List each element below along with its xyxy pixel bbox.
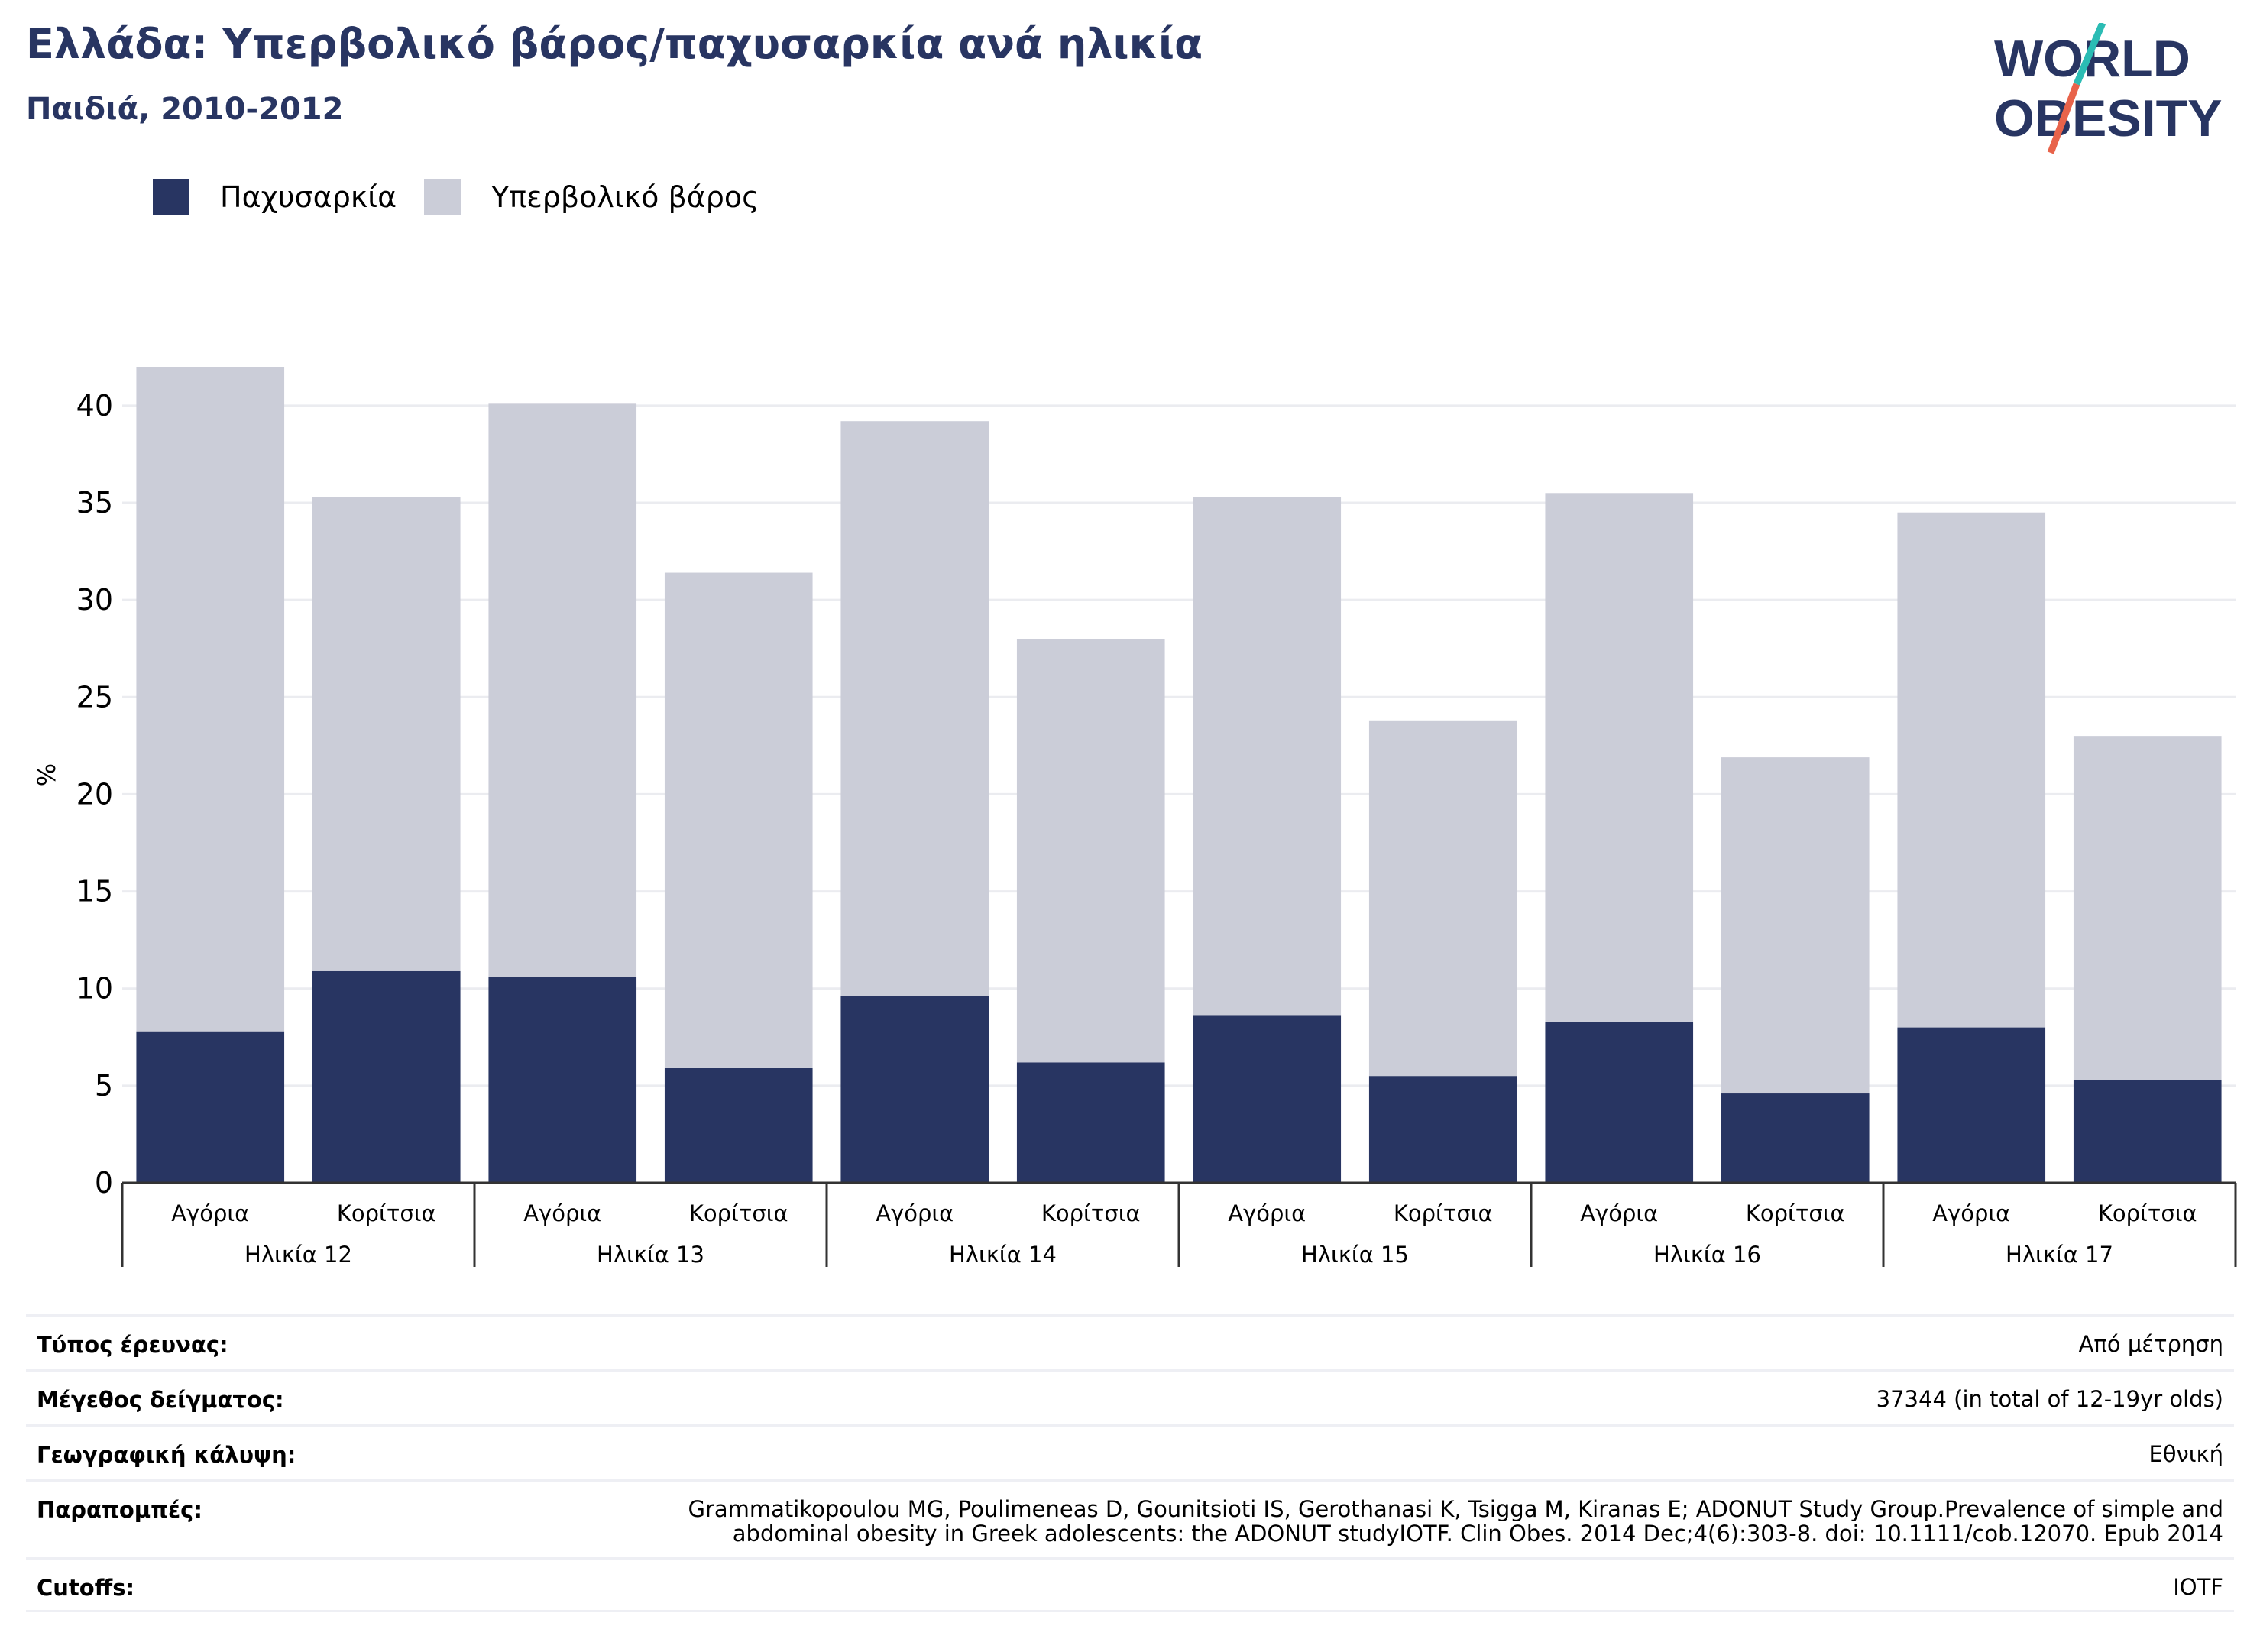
meta-label: Τύπος έρευνας: xyxy=(37,1332,228,1358)
bar-obesity xyxy=(1016,1062,1165,1183)
bar-obesity xyxy=(312,970,461,1183)
bar-obesity xyxy=(840,996,989,1183)
meta-row-sample-size: Μέγεθος δείγματος: 37344 (in total of 12… xyxy=(26,1369,2234,1424)
chart-subtitle: Παιδιά, 2010-2012 xyxy=(26,92,344,127)
bar-overweight xyxy=(312,497,461,971)
y-tick-label: 30 xyxy=(76,583,113,617)
chart-title: Ελλάδα: Υπερβολικό βάρος/παχυσαρκία ανά … xyxy=(26,20,1203,68)
metadata-table: Τύπος έρευνας: Από μέτρηση Μέγεθος δείγμ… xyxy=(26,1314,2234,1612)
x-tick-label: Κορίτσια xyxy=(337,1200,436,1226)
y-axis-label: % xyxy=(32,763,61,786)
bar-overweight xyxy=(1897,512,2046,1028)
x-tick-label: Αγόρια xyxy=(171,1200,249,1226)
x-tick-label: Αγόρια xyxy=(1228,1200,1306,1226)
y-tick-label: 20 xyxy=(76,777,113,811)
bar-overweight xyxy=(488,403,637,977)
bar-obesity xyxy=(1721,1093,1870,1183)
logo-text-obesity: OBESITY xyxy=(1994,89,2223,147)
group-label: Ηλικία 13 xyxy=(597,1242,704,1268)
x-tick-label: Αγόρια xyxy=(876,1200,954,1226)
x-tick-label: Κορίτσια xyxy=(689,1200,788,1226)
y-tick-label: 5 xyxy=(95,1069,113,1103)
bar-obesity xyxy=(488,977,637,1183)
bar-obesity xyxy=(664,1067,813,1183)
legend-item-obesity: Παχυσαρκία xyxy=(153,179,397,215)
bar-overweight xyxy=(1368,720,1517,1077)
meta-label: Γεωγραφική κάλυψη: xyxy=(37,1442,296,1468)
bar-obesity xyxy=(1193,1015,1342,1183)
legend-label-obesity: Παχυσαρκία xyxy=(220,180,397,214)
meta-value: IOTF xyxy=(2173,1574,2223,1600)
stacked-bar-chart: 0 5 10 15 20 25 30 35 40% Αγόρια Κορίτσια Αγόρια Κορ… xyxy=(32,367,2237,1268)
legend-label-overweight: Υπερβολικό βάρος xyxy=(491,180,759,214)
meta-row-survey-type: Τύπος έρευνας: Από μέτρηση xyxy=(26,1314,2234,1369)
bar-obesity xyxy=(2073,1080,2222,1183)
bar-obesity xyxy=(1545,1021,1694,1183)
meta-value: Grammatikopoulou MG, Poulimeneas D, Goun… xyxy=(688,1496,2224,1547)
meta-label: Cutoffs: xyxy=(37,1575,135,1601)
legend: Παχυσαρκία Υπερβολικό βάρος xyxy=(153,176,786,219)
world-obesity-logo: WORLD OBESITY xyxy=(1994,23,2223,154)
bar-overweight xyxy=(840,421,989,996)
x-tick-label: Κορίτσια xyxy=(1394,1200,1493,1226)
x-tick-label: Κορίτσια xyxy=(1746,1200,1845,1226)
meta-value: 37344 (in total of 12-19yr olds) xyxy=(1876,1386,2223,1412)
meta-value: Από μέτρηση xyxy=(2078,1331,2223,1357)
legend-swatch-obesity xyxy=(153,179,189,215)
y-tick-label: 0 xyxy=(95,1166,113,1200)
group-label: Ηλικία 12 xyxy=(244,1242,352,1268)
y-tick-label: 25 xyxy=(76,680,113,714)
bar-overweight xyxy=(2073,736,2222,1080)
bar-overweight xyxy=(1016,639,1165,1063)
logo-slash-coral xyxy=(2047,83,2080,154)
meta-row-cutoffs: Cutoffs: IOTF xyxy=(26,1557,2234,1612)
group-label: Ηλικία 15 xyxy=(1301,1242,1409,1268)
bar-overweight xyxy=(1193,497,1342,1016)
meta-row-coverage: Γεωγραφική κάλυψη: Εθνική xyxy=(26,1424,2234,1479)
bar-obesity xyxy=(1368,1076,1517,1183)
logo-slash-teal xyxy=(2073,23,2106,86)
bar-overweight xyxy=(664,572,813,1068)
bar-obesity xyxy=(136,1031,285,1183)
x-tick-label: Αγόρια xyxy=(1932,1200,2010,1226)
bar-overweight xyxy=(1545,493,1694,1022)
x-tick-label: Αγόρια xyxy=(1580,1200,1658,1226)
legend-item-overweight: Υπερβολικό βάρος xyxy=(424,179,759,215)
legend-swatch-overweight xyxy=(424,179,461,215)
y-tick-label: 10 xyxy=(76,972,113,1006)
meta-label: Μέγεθος δείγματος: xyxy=(37,1387,284,1413)
x-tick-label: Κορίτσια xyxy=(2098,1200,2197,1226)
meta-value: Εθνική xyxy=(2148,1441,2223,1467)
group-label: Ηλικία 16 xyxy=(1653,1242,1761,1268)
bar-overweight xyxy=(136,367,285,1032)
meta-row-references: Παραπομπές: Grammatikopoulou MG, Poulime… xyxy=(26,1479,2234,1557)
x-tick-label: Κορίτσια xyxy=(1041,1200,1141,1226)
x-tick-label: Αγόρια xyxy=(523,1200,601,1226)
logo-text-world: WORLD xyxy=(1994,30,2190,88)
y-tick-label: 35 xyxy=(76,486,113,520)
y-tick-label: 15 xyxy=(76,875,113,909)
bar-obesity xyxy=(1897,1027,2046,1183)
y-tick-label: 40 xyxy=(76,389,113,423)
group-label: Ηλικία 17 xyxy=(2006,1242,2113,1268)
meta-label: Παραπομπές: xyxy=(37,1497,202,1523)
group-label: Ηλικία 14 xyxy=(949,1242,1057,1268)
bar-overweight xyxy=(1721,757,1870,1094)
